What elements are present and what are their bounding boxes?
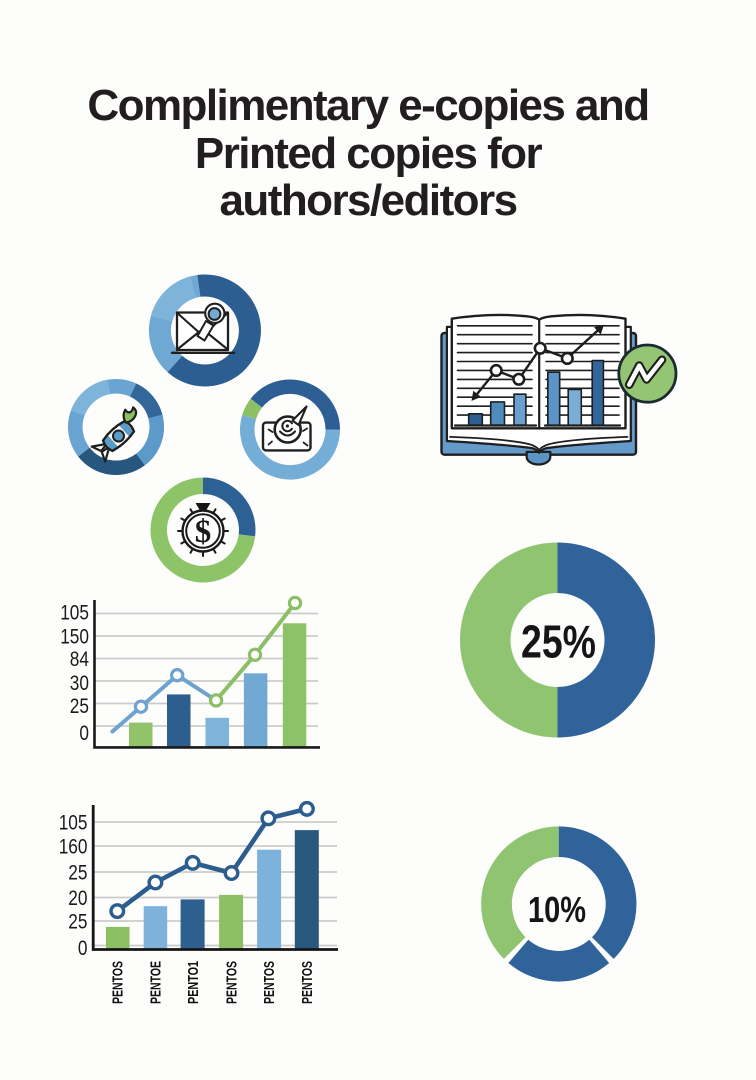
svg-text:$: $ (195, 514, 212, 550)
svg-text:0: 0 (79, 722, 89, 745)
svg-text:PENTOE: PENTOE (148, 961, 164, 1004)
svg-text:0: 0 (78, 937, 88, 960)
svg-text:25%: 25% (521, 616, 596, 668)
svg-text:20: 20 (68, 887, 87, 910)
svg-text:30: 30 (70, 672, 89, 695)
svg-text:PENTOS: PENTOS (262, 961, 278, 1004)
svg-text:150: 150 (60, 625, 89, 648)
svg-text:25: 25 (70, 695, 89, 718)
svg-text:160: 160 (59, 835, 88, 858)
svg-text:25: 25 (68, 910, 87, 933)
svg-text:105: 105 (59, 811, 88, 834)
svg-text:PENTO1: PENTO1 (186, 961, 202, 1004)
svg-text:105: 105 (60, 601, 89, 624)
svg-text:PENTOS: PENTOS (111, 961, 127, 1004)
svg-text:PENTOS: PENTOS (224, 961, 240, 1004)
svg-text:10%: 10% (528, 889, 586, 930)
svg-text:25: 25 (68, 861, 87, 884)
svg-text:PENTOS: PENTOS (300, 961, 316, 1004)
svg-text:84: 84 (70, 648, 89, 671)
